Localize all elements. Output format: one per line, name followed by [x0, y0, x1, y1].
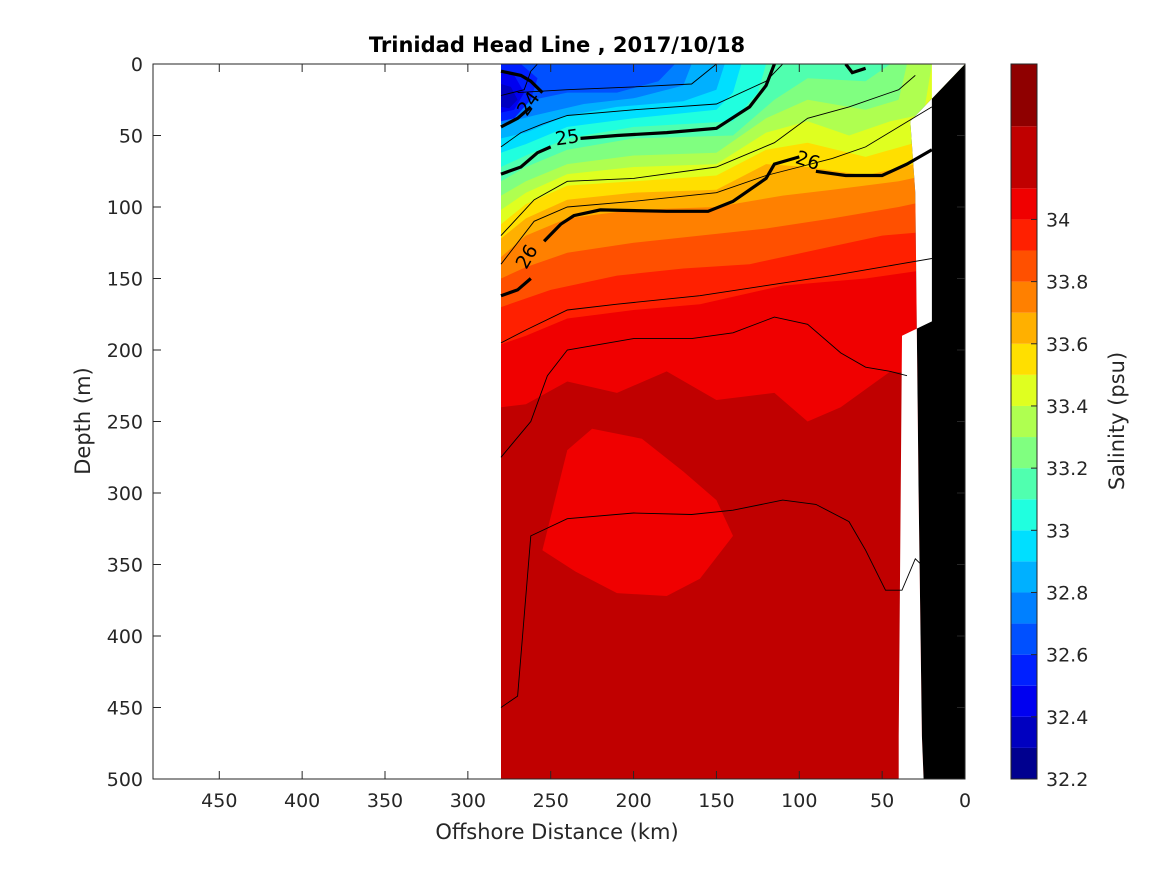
contour-label: 25 — [554, 125, 581, 150]
colorbar-tick-label: 33.8 — [1046, 272, 1088, 294]
y-tick-label: 500 — [107, 769, 143, 791]
colorbar-segment — [1011, 374, 1037, 406]
y-tick-label: 400 — [107, 626, 143, 648]
colorbar-tick-label: 34 — [1046, 209, 1070, 231]
y-axis-label: Depth (m) — [71, 367, 95, 474]
contour-line-thin-5 — [500, 64, 784, 148]
contour-line-bold-2 — [815, 148, 933, 178]
colorbar-segment — [1011, 188, 1037, 220]
x-axis-ticks: 450 400 350 300 250 200 150 100 50 0 — [201, 64, 971, 812]
colorbar-ticks: 32.2 32.4 32.6 32.8 33 33.2 33.4 33.6 33.8 34 — [1031, 209, 1088, 791]
x-tick-label: 400 — [284, 790, 320, 812]
colorbar-segment — [1011, 219, 1037, 251]
y-tick-label: 200 — [107, 340, 143, 362]
colorbar-segment — [1011, 685, 1037, 717]
colorbar-segment — [1011, 405, 1037, 438]
density-contours — [500, 64, 933, 708]
x-tick-label: 150 — [698, 790, 734, 812]
salinity-field — [501, 64, 965, 779]
contour-line-thin-4 — [500, 75, 916, 236]
y-tick-label: 150 — [107, 269, 143, 291]
x-tick-label: 350 — [367, 790, 403, 812]
contour-line-bold-0 — [500, 277, 532, 298]
x-tick-label: 250 — [533, 790, 569, 812]
colorbar-segment — [1011, 281, 1037, 313]
colorbar — [1011, 64, 1037, 779]
seafloor-mask — [898, 64, 965, 779]
contour-line-thin-1 — [500, 316, 908, 458]
x-tick-label: 50 — [870, 790, 894, 812]
colorbar-tick-label: 32.4 — [1046, 707, 1088, 729]
colorbar-label: Salinity (psu) — [1105, 352, 1129, 490]
x-tick-label: 0 — [959, 790, 971, 812]
x-axis-label: Offshore Distance (km) — [435, 820, 678, 844]
colorbar-segment — [1011, 437, 1037, 469]
contour-line-bold-5 — [500, 105, 532, 129]
colorbar-tick-label: 33 — [1046, 520, 1070, 542]
colorbar-segment — [1011, 343, 1037, 375]
colorbar-segment — [1011, 747, 1037, 779]
colorbar-tick-label: 33.6 — [1046, 334, 1088, 356]
x-tick-label: 300 — [450, 790, 486, 812]
y-tick-label: 350 — [107, 555, 143, 577]
colorbar-segment — [1011, 312, 1037, 344]
y-tick-label: 450 — [107, 698, 143, 720]
contour-line-thin-0 — [500, 258, 932, 344]
colorbar-segment — [1011, 654, 1037, 686]
contour-line-bold-6 — [500, 69, 544, 94]
x-tick-label: 450 — [201, 790, 237, 812]
chart-title: Trinidad Head Line , 2017/10/18 — [369, 33, 745, 57]
salinity-band-34-0-mid — [542, 428, 733, 596]
salinity-band-32-6 — [501, 64, 675, 113]
x-tick-label: 100 — [781, 790, 817, 812]
contour-line-bold-7 — [844, 64, 867, 75]
contour-line-bold-4 — [580, 64, 776, 140]
colorbar-segment — [1011, 468, 1037, 500]
y-axis-ticks: 0 50 100 150 200 250 300 350 400 450 500 — [107, 54, 965, 791]
contour-line-thin-2 — [500, 499, 929, 708]
salinity-band-32-3 — [501, 84, 518, 109]
x-tick-label: 200 — [615, 790, 651, 812]
colorbar-tick-label: 32.6 — [1046, 645, 1088, 667]
nodata-gap-nearshore — [898, 64, 965, 779]
contour-line-thin-6 — [517, 64, 717, 94]
colorbar-tick-label: 32.2 — [1046, 769, 1088, 791]
y-tick-label: 300 — [107, 483, 143, 505]
colorbar-segment — [1011, 623, 1037, 655]
colorbar-segment — [1011, 716, 1037, 748]
colorbar-tick-label: 33.2 — [1046, 458, 1088, 480]
y-tick-label: 250 — [107, 412, 143, 434]
colorbar-segment — [1011, 126, 1037, 189]
colorbar-segment — [1011, 64, 1037, 127]
colorbar-tick-label: 32.8 — [1046, 582, 1088, 604]
y-tick-label: 0 — [131, 54, 143, 76]
colorbar-frame — [1010, 63, 1038, 780]
colorbar-segment — [1011, 561, 1037, 593]
colorbar-tick-label: 33.4 — [1046, 396, 1088, 418]
contour-line-bold-3 — [500, 145, 552, 176]
y-tick-label: 100 — [107, 197, 143, 219]
colorbar-segment — [1011, 250, 1037, 282]
contour-line-bold-1 — [542, 155, 800, 243]
y-tick-label: 50 — [119, 126, 143, 148]
colorbar-segment — [1011, 499, 1037, 531]
colorbar-segment — [1011, 530, 1037, 562]
colorbar-segment — [1011, 592, 1037, 624]
